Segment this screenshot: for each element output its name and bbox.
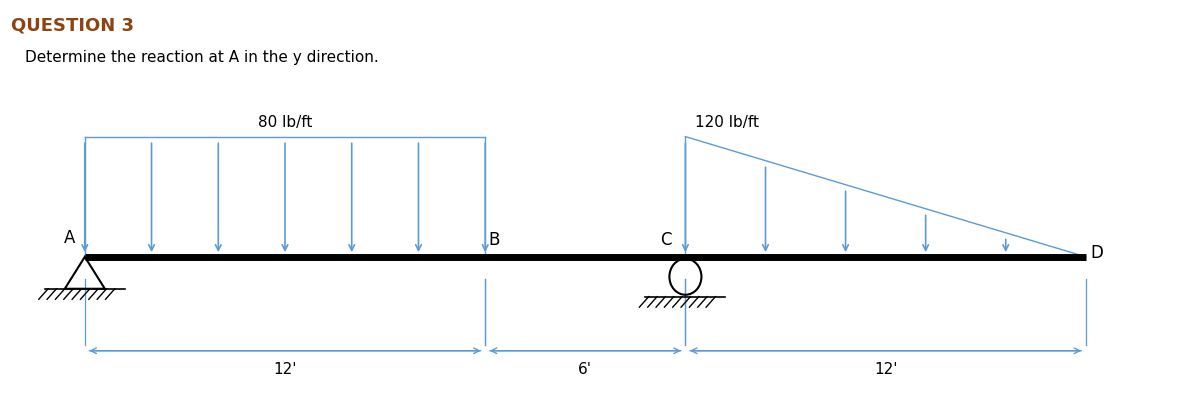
Text: QUESTION 3: QUESTION 3 <box>11 16 135 35</box>
Text: 12': 12' <box>273 362 296 377</box>
Text: D: D <box>1091 244 1104 262</box>
Text: 80 lb/ft: 80 lb/ft <box>258 115 312 130</box>
Text: 12': 12' <box>874 362 897 377</box>
Text: C: C <box>661 230 672 249</box>
Text: A: A <box>64 230 75 248</box>
Text: Determine the reaction at A in the y direction.: Determine the reaction at A in the y dir… <box>25 50 378 65</box>
Text: 6': 6' <box>578 362 592 377</box>
Text: B: B <box>489 230 500 249</box>
Text: 120 lb/ft: 120 lb/ft <box>696 115 760 130</box>
